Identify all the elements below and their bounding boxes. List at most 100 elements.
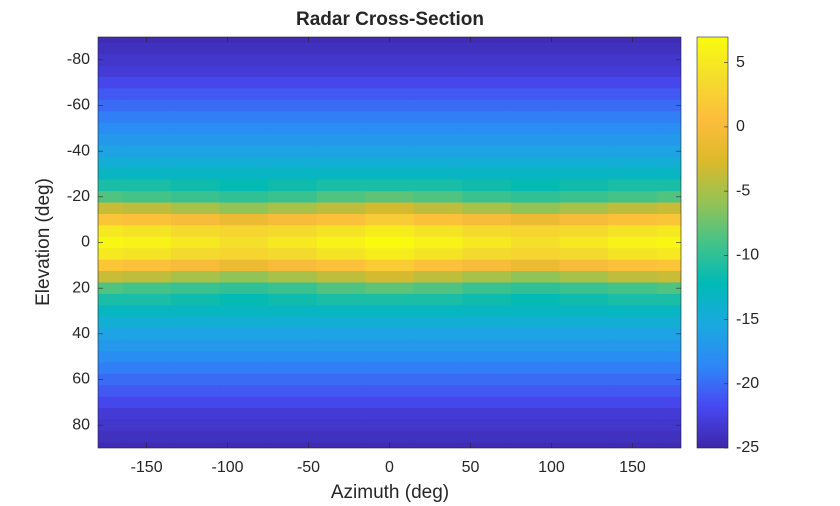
- heatmap-cell: [608, 373, 658, 386]
- heatmap-cell: [656, 111, 681, 124]
- heatmap-cell: [462, 408, 512, 421]
- heatmap-cell: [365, 42, 415, 55]
- colorbar-tick-label: -5: [736, 182, 750, 199]
- heatmap-cell: [316, 76, 366, 89]
- heatmap-cell: [608, 408, 658, 421]
- x-tick-label: 50: [462, 459, 480, 476]
- heatmap-cell: [316, 65, 366, 78]
- heatmap-cell: [219, 373, 269, 386]
- heatmap-cell: [219, 293, 269, 306]
- heatmap-cell: [98, 293, 123, 306]
- heatmap-cell: [656, 42, 681, 55]
- heatmap-cell: [219, 76, 269, 89]
- heatmap-cell: [122, 76, 172, 89]
- chart-title: Radar Cross-Section: [296, 9, 484, 30]
- heatmap-cell: [122, 396, 172, 409]
- heatmap-cell: [316, 396, 366, 409]
- heatmap-cell: [510, 156, 561, 169]
- heatmap-cell: [365, 350, 415, 363]
- heatmap-cell: [365, 396, 415, 409]
- heatmap-cell: [559, 396, 609, 409]
- heatmap-cell: [510, 362, 561, 375]
- heatmap-cell: [170, 396, 221, 409]
- heatmap-cell: [316, 248, 366, 261]
- heatmap-cell: [268, 328, 318, 341]
- heatmap-cell: [365, 259, 415, 272]
- heatmap-cell: [268, 362, 318, 375]
- heatmap-cell: [170, 305, 221, 318]
- y-tick-label: 20: [72, 279, 90, 296]
- heatmap-cell: [559, 259, 609, 272]
- heatmap-cell: [462, 99, 512, 112]
- heatmap-cell: [316, 282, 366, 295]
- heatmap-cell: [122, 293, 172, 306]
- heatmap-cell: [462, 282, 512, 295]
- heatmap-cell: [316, 293, 366, 306]
- heatmap-cell: [219, 316, 269, 329]
- heatmap-cell: [268, 419, 318, 432]
- heatmap-cell: [413, 122, 463, 135]
- heatmap-cell: [510, 213, 561, 226]
- heatmap-cell: [608, 271, 658, 284]
- heatmap-cell: [608, 236, 658, 249]
- heatmap-cell: [462, 111, 512, 124]
- heatmap-cell: [608, 42, 658, 55]
- heatmap-cell: [98, 54, 123, 67]
- heatmap-cell: [608, 88, 658, 101]
- heatmap-cell: [98, 88, 123, 101]
- heatmap-cell: [365, 373, 415, 386]
- colorbar-tick-label: -20: [736, 375, 759, 392]
- heatmap-cell: [559, 362, 609, 375]
- heatmap-cell: [316, 54, 366, 67]
- heatmap-cell: [316, 191, 366, 204]
- heatmap-cell: [316, 408, 366, 421]
- heatmap-cell: [170, 442, 221, 448]
- heatmap-cell: [559, 168, 609, 181]
- heatmap-cell: [98, 362, 123, 375]
- heatmap-cell: [413, 373, 463, 386]
- heatmap-cell: [219, 168, 269, 181]
- heatmap-cell: [413, 316, 463, 329]
- heatmap-cell: [559, 282, 609, 295]
- heatmap-cell: [656, 134, 681, 147]
- heatmap-cell: [559, 328, 609, 341]
- x-tick-label: 0: [385, 459, 394, 476]
- heatmap-cell: [268, 259, 318, 272]
- heatmap-cell: [462, 396, 512, 409]
- heatmap-cell: [170, 362, 221, 375]
- heatmap-cell: [510, 168, 561, 181]
- heatmap-cell: [413, 430, 463, 443]
- heatmap-cell: [462, 305, 512, 318]
- heatmap-cell: [268, 134, 318, 147]
- colorbar: [696, 36, 729, 449]
- heatmap-cell: [559, 350, 609, 363]
- heatmap-cell: [316, 213, 366, 226]
- heatmap-cell: [559, 408, 609, 421]
- heatmap-cell: [122, 305, 172, 318]
- heatmap-cell: [316, 430, 366, 443]
- heatmap-cell: [122, 156, 172, 169]
- heatmap-cell: [122, 316, 172, 329]
- heatmap-cell: [219, 145, 269, 158]
- heatmap-cell: [462, 88, 512, 101]
- heatmap-cell: [98, 271, 123, 284]
- heatmap-cell: [122, 134, 172, 147]
- heatmap-cell: [268, 42, 318, 55]
- heatmap-cell: [365, 236, 415, 249]
- heatmap-cell: [365, 145, 415, 158]
- heatmap-cell: [122, 282, 172, 295]
- heatmap-cell: [316, 37, 366, 44]
- heatmap-cell: [316, 202, 366, 215]
- heatmap-cell: [316, 271, 366, 284]
- heatmap-cell: [122, 122, 172, 135]
- heatmap-cell: [462, 316, 512, 329]
- heatmap-cell: [656, 271, 681, 284]
- heatmap-cell: [98, 111, 123, 124]
- heatmap-cell: [608, 419, 658, 432]
- heatmap-cell: [268, 54, 318, 67]
- heatmap-cell: [122, 248, 172, 261]
- y-tick-label: 0: [81, 234, 90, 251]
- heatmap-cell: [365, 271, 415, 284]
- heatmap-cell: [365, 168, 415, 181]
